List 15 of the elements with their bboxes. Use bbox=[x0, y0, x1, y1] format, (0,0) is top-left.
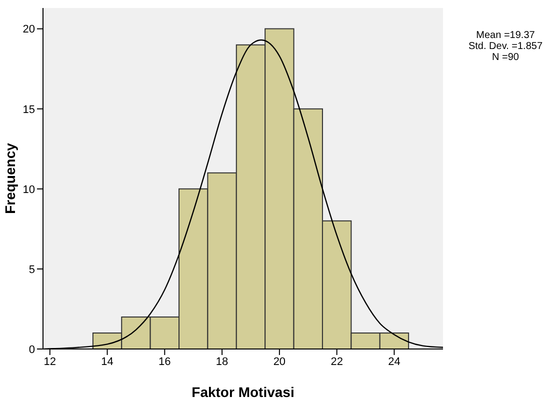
x-tick-label: 14 bbox=[101, 356, 114, 368]
stats-text: Mean =19.37 Std. Dev. =1.857 N =90 bbox=[467, 30, 544, 63]
y-tick-label: 5 bbox=[28, 264, 35, 276]
y-tick-label: 15 bbox=[22, 104, 35, 116]
x-tick-label: 12 bbox=[44, 356, 56, 368]
x-tick-label: 22 bbox=[330, 356, 343, 368]
y-tick-label: 0 bbox=[28, 344, 35, 356]
y-tick-label: 10 bbox=[22, 184, 35, 196]
x-tick-label: 18 bbox=[216, 356, 228, 368]
x-tick-label: 24 bbox=[388, 356, 400, 368]
x-axis-title: Faktor Motivasi bbox=[192, 384, 294, 400]
y-tick-label: 20 bbox=[22, 24, 35, 36]
x-tick-label: 16 bbox=[158, 356, 171, 368]
y-axis-title: Frequency bbox=[2, 142, 18, 214]
x-tick-label: 20 bbox=[273, 356, 286, 368]
